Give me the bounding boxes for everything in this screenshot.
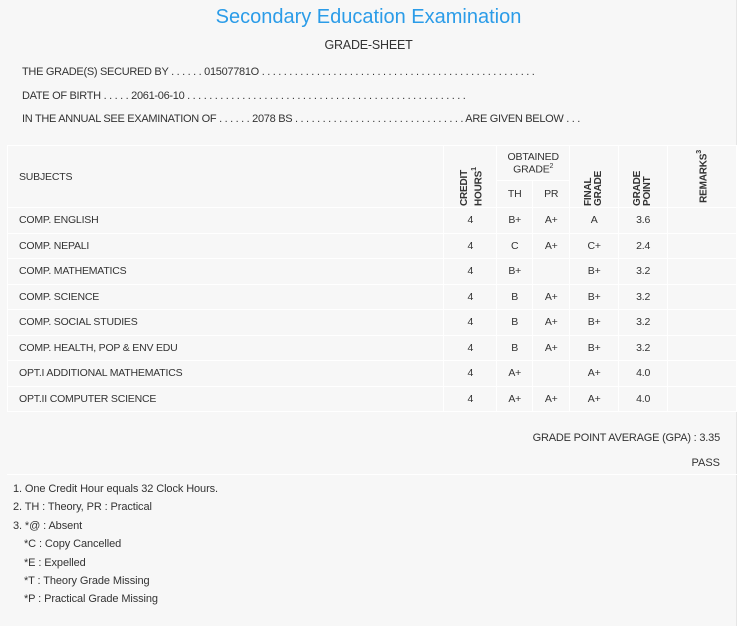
cell-pr [532,258,571,285]
cell-point: 2.4 [618,232,669,259]
cell-final: B+ [569,309,620,336]
cell-credit: 4 [443,207,498,234]
cell-point: 3.6 [618,207,669,234]
cell-remarks [667,334,737,361]
cell-th: B [496,283,534,310]
cell-th: A+ [496,385,534,412]
cell-subject: COMP. SOCIAL STUDIES [6,309,445,336]
cell-th: B+ [496,207,534,234]
cell-th: B+ [496,258,534,285]
cell-pr: A+ [532,232,571,259]
header-subjects: SUBJECTS [6,145,445,208]
table-row: COMP. SCIENCE 4 B A+ B+ 3.2 [6,283,737,310]
cell-remarks [667,385,737,412]
cell-pr [532,360,571,387]
cell-point: 3.2 [618,283,669,310]
cell-point: 4.0 [618,360,669,387]
table-row: COMP. HEALTH, POP & ENV EDU 4 B A+ B+ 3.2 [6,334,737,361]
cell-point: 3.2 [618,334,669,361]
cell-pr: A+ [532,207,571,234]
cell-final: B+ [569,283,620,310]
cell-th: B [496,309,534,336]
cell-remarks [667,232,737,259]
dob-line: DATE OF BIRTH . . . . . 2061-06-10 . . .… [22,90,466,102]
table-row: COMP. MATHEMATICS 4 B+ B+ 3.2 [6,258,737,285]
cell-subject: COMP. ENGLISH [6,207,445,234]
cell-credit: 4 [443,283,498,310]
cell-remarks [667,360,737,387]
footnote-item: *C : Copy Cancelled [24,538,122,551]
cell-point: 3.2 [618,258,669,285]
table-row: OPT.I ADDITIONAL MATHEMATICS 4 A+ A+ 4.0 [6,360,737,387]
header-th: TH [496,180,534,208]
cell-remarks [667,207,737,234]
cell-subject: COMP. HEALTH, POP & ENV EDU [6,334,445,361]
footnote-item: 3. *@ : Absent [13,519,83,532]
cell-th: B [496,334,534,361]
header-obtained-grade: OBTAINED GRADE2 [496,145,571,181]
cell-credit: 4 [443,360,498,387]
page-title: Secondary Education Examination [215,6,522,28]
cell-credit: 4 [443,385,498,412]
header-credit-hours: CREDIT HOURS1 [443,145,498,208]
cell-pr: A+ [532,385,571,412]
cell-remarks [667,258,737,285]
cell-pr: A+ [532,334,571,361]
cell-th: C [496,232,534,259]
cell-final: A+ [569,360,620,387]
cell-pr: A+ [532,283,571,310]
cell-final: B+ [569,258,620,285]
header-grade-point: GRADE POINT [618,145,669,208]
cell-subject: OPT.I ADDITIONAL MATHEMATICS [6,360,445,387]
footnote-item: 2. TH : Theory, PR : Practical [13,501,152,514]
cell-remarks [667,309,737,336]
cell-subject: COMP. SCIENCE [6,283,445,310]
cell-point: 3.2 [618,309,669,336]
footnote-item: *E : Expelled [24,556,86,569]
header-pr: PR [532,180,571,208]
cell-subject: COMP. MATHEMATICS [6,258,445,285]
secured-by-line: THE GRADE(S) SECURED BY . . . . . . 0150… [22,66,535,78]
footnote-item: 1. One Credit Hour equals 32 Clock Hours… [13,483,218,495]
cell-final: A+ [569,385,620,412]
cell-final: A [569,207,620,234]
exam-line: IN THE ANNUAL SEE EXAMINATION OF . . . .… [22,113,581,125]
cell-pr: A+ [532,309,571,336]
footnote-item: *P : Practical Grade Missing [24,593,158,606]
page-subtitle: GRADE-SHEET [324,38,413,52]
cell-remarks [667,283,737,310]
divider [7,474,737,475]
result-status: PASS [691,457,720,469]
cell-credit: 4 [443,309,498,336]
footnote-item: *T : Theory Grade Missing [24,575,150,587]
table-row: COMP. ENGLISH 4 B+ A+ A 3.6 [6,207,737,234]
cell-subject: COMP. NEPALI [6,232,445,259]
gpa-value: GRADE POINT AVERAGE (GPA) : 3.35 [532,432,721,444]
cell-credit: 4 [443,232,498,259]
table-row: COMP. NEPALI 4 C A+ C+ 2.4 [6,232,737,259]
cell-credit: 4 [443,334,498,361]
table-row: COMP. SOCIAL STUDIES 4 B A+ B+ 3.2 [6,309,737,336]
cell-credit: 4 [443,258,498,285]
cell-th: A+ [496,360,534,387]
cell-point: 4.0 [618,385,669,412]
table-row: OPT.II COMPUTER SCIENCE 4 A+ A+ A+ 4.0 [6,385,737,412]
header-final-grade: FINAL GRADE [569,145,620,208]
header-remarks: REMARKS3 [667,145,737,208]
cell-final: C+ [569,232,620,259]
cell-final: B+ [569,334,620,361]
cell-subject: OPT.II COMPUTER SCIENCE [6,385,445,412]
grades-table: SUBJECTS CREDIT HOURS1 OBTAINED GRADE2 F… [6,145,737,412]
